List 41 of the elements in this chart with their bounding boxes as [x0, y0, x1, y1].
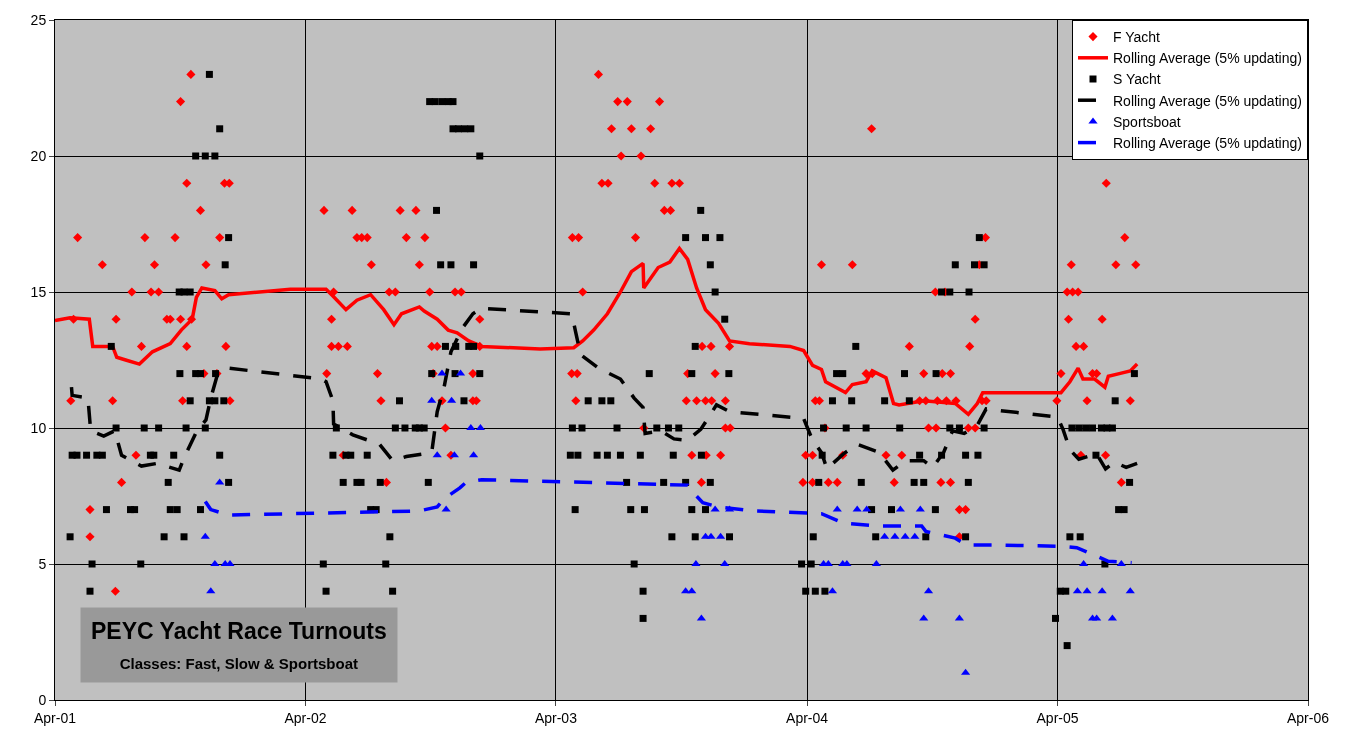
y-tick-label: 10 — [30, 419, 47, 436]
legend-label: Rolling Average (5% updating) — [1113, 50, 1302, 67]
legend-label: S Yacht — [1113, 71, 1161, 88]
line-series — [55, 246, 1139, 417]
legend-label: F Yacht — [1113, 29, 1161, 46]
point — [432, 451, 442, 458]
legend-label: Rolling Average (5% updating) — [1113, 92, 1302, 109]
point — [437, 369, 447, 376]
point — [915, 505, 925, 512]
point — [910, 532, 920, 539]
point — [710, 505, 720, 512]
x-tick-label: Apr-03 — [534, 709, 578, 726]
y-tick-label: 5 — [38, 555, 47, 572]
x-tick-label: Apr-01 — [33, 709, 77, 726]
x-tick-label: Apr-05 — [1036, 709, 1079, 726]
point — [447, 396, 457, 403]
y-tick-label: 20 — [30, 147, 47, 164]
text: PEYC Yacht Race Turnouts — [91, 618, 387, 644]
x-tick-label: Apr-04 — [786, 709, 829, 726]
point — [441, 505, 451, 512]
y-tick-label: 0 — [38, 691, 47, 708]
point — [880, 532, 890, 539]
point — [900, 532, 910, 539]
y-tick-label: 15 — [30, 283, 47, 300]
point — [206, 587, 216, 594]
x-tick-label: Apr-02 — [284, 709, 327, 726]
point — [200, 532, 210, 539]
legend-label: Sportsboat — [1113, 113, 1181, 130]
point — [427, 396, 437, 403]
point — [1082, 587, 1092, 594]
point — [706, 532, 716, 539]
y-tick-label: 25 — [30, 11, 47, 28]
legend-label: Rolling Average (5% updating) — [1113, 135, 1302, 152]
point — [890, 532, 900, 539]
point — [687, 587, 697, 594]
x-tick-label: Apr-06 — [1286, 709, 1330, 726]
point — [852, 505, 862, 512]
point — [862, 505, 872, 512]
point — [832, 505, 842, 512]
point — [1125, 587, 1135, 594]
text: Classes: Fast, Slow & Sportsboat — [119, 654, 359, 672]
